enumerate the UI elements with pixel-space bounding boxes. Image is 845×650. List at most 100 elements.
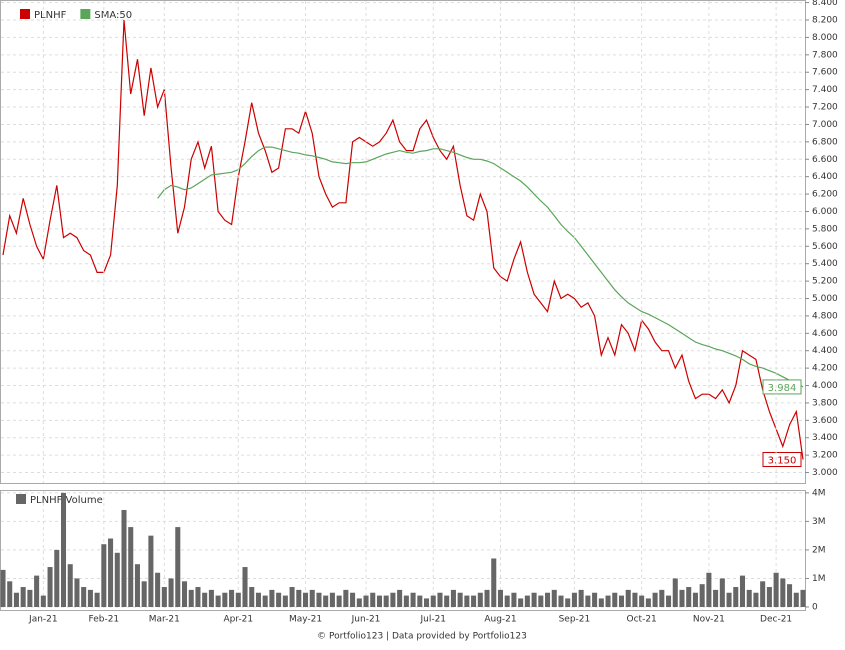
- volume-bar: [208, 589, 214, 607]
- x-tick-label: Sep-21: [559, 615, 591, 625]
- x-tick-label: Jul-21: [419, 615, 446, 625]
- volume-bar: [249, 587, 255, 607]
- last-value-label: 3.984: [768, 383, 797, 394]
- last-value-box: [762, 452, 802, 468]
- volume-bar: [114, 552, 120, 607]
- volume-bar: [222, 592, 228, 607]
- y-tick-label: 6.600: [812, 155, 838, 165]
- legend-label: PLNHF: [34, 10, 67, 21]
- y-tick-label: 5.600: [812, 242, 838, 252]
- volume-bar: [242, 567, 248, 607]
- y-tick-label: 4.200: [812, 364, 838, 374]
- volume-bar: [20, 587, 26, 607]
- volume-bar: [464, 595, 470, 607]
- volume-bar: [457, 592, 463, 607]
- volume-bar: [612, 592, 618, 607]
- y-tick-label: 3.200: [812, 451, 838, 461]
- volume-bar: [235, 592, 241, 607]
- y-tick-label: 0: [812, 603, 818, 613]
- x-tick-label: Aug-21: [484, 615, 516, 625]
- volume-bar: [424, 598, 430, 607]
- y-tick-label: 3.800: [812, 398, 838, 408]
- volume-bar: [60, 492, 67, 607]
- volume-bar: [491, 558, 497, 607]
- volume-bar: [134, 564, 140, 607]
- footer: © Portfolio123 | Data provided by Portfo…: [317, 632, 527, 642]
- volume-bar: [578, 589, 584, 607]
- x-tick-label: May-21: [289, 615, 322, 625]
- x-tick-label: Mar-21: [149, 615, 180, 625]
- volume-bar: [195, 587, 201, 607]
- volume-bar: [504, 595, 510, 607]
- volume-bar: [639, 595, 645, 607]
- y-tick-label: 7.200: [812, 103, 838, 113]
- volume-bar: [363, 595, 369, 607]
- volume-bar: [175, 527, 181, 607]
- volume-bar: [101, 544, 107, 607]
- volume-bar: [229, 589, 235, 607]
- volume-bar: [545, 592, 551, 607]
- volume-bar: [632, 592, 638, 607]
- y-tick-label: 7.800: [812, 50, 838, 60]
- y-tick-label: 4.600: [812, 329, 838, 339]
- volume-bar: [598, 598, 604, 607]
- volume-bar: [444, 595, 450, 607]
- volume-bar: [13, 592, 19, 607]
- volume-bar: [202, 592, 208, 607]
- volume-bar: [672, 578, 678, 607]
- volume-bar: [450, 589, 456, 607]
- volume-bar: [276, 592, 282, 607]
- y-tick-label: 3M: [812, 517, 826, 527]
- volume-bar: [565, 598, 571, 607]
- y-tick-label: 8.000: [812, 33, 838, 43]
- volume-bar: [0, 569, 6, 607]
- volume-bar: [316, 592, 322, 607]
- y-tick-label: 5.800: [812, 224, 838, 234]
- volume-bar: [397, 589, 403, 607]
- volume-bar: [7, 581, 13, 607]
- y-tick-label: 3.400: [812, 433, 838, 443]
- volume-bar: [780, 578, 786, 607]
- volume-bar: [417, 595, 423, 607]
- volume-bar: [733, 587, 739, 607]
- volume-bar: [269, 589, 275, 607]
- y-tick-label: 6.400: [812, 172, 838, 182]
- volume-bar: [699, 584, 705, 607]
- legend-swatch: [16, 494, 26, 504]
- volume-bar: [585, 595, 591, 607]
- volume-bar: [625, 589, 631, 607]
- volume-bar: [659, 589, 665, 607]
- volume-bar: [410, 592, 416, 607]
- volume-bar: [497, 589, 503, 607]
- volume-bar: [753, 592, 759, 607]
- price-line: [157, 146, 804, 388]
- volume-bar: [538, 595, 544, 607]
- volume-bar: [47, 567, 53, 607]
- volume-bar: [67, 564, 73, 607]
- volume-bar: [666, 595, 672, 607]
- volume-bar: [27, 589, 33, 607]
- y-tick-label: 5.000: [812, 294, 838, 304]
- volume-bar: [148, 535, 154, 607]
- y-tick-label: 4.000: [812, 381, 838, 391]
- legend-label: PLNHF Volume: [30, 495, 103, 506]
- last-value-label: 3.150: [768, 456, 797, 467]
- y-tick-label: 2M: [812, 545, 826, 555]
- volume-bar: [309, 589, 315, 607]
- volume-bar: [403, 595, 409, 607]
- volume-bar: [255, 592, 261, 607]
- last-value-box: [762, 379, 802, 395]
- x-tick-label: Apr-21: [223, 615, 253, 625]
- volume-bar: [471, 595, 477, 607]
- volume-bar: [155, 572, 161, 607]
- volume-bar: [262, 595, 268, 607]
- price-panel: [0, 0, 806, 484]
- volume-bar: [141, 581, 147, 607]
- y-tick-label: 7.400: [812, 85, 838, 95]
- legend-swatch: [80, 9, 91, 19]
- y-tick-label: 5.400: [812, 259, 838, 269]
- y-tick-label: 6.200: [812, 190, 838, 200]
- y-tick-label: 1M: [812, 574, 826, 584]
- y-tick-label: 5.200: [812, 277, 838, 287]
